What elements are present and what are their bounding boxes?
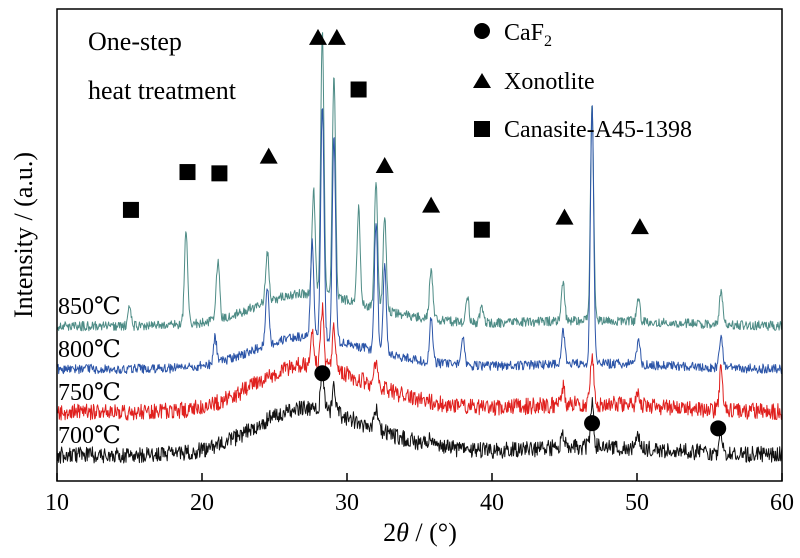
curve-label-800: 800℃ — [58, 337, 121, 363]
legend-label-caf2: CaF2 — [504, 20, 552, 50]
x-tick-label-40: 40 — [480, 490, 504, 516]
legend-label-canasite: Canasite-A45-1398 — [504, 117, 692, 143]
markers-layer — [122, 28, 727, 437]
legend: CaF2 Xonotlite Canasite-A45-1398 — [473, 20, 692, 143]
curves-layer — [56, 32, 783, 464]
curve-label-700: 700℃ — [58, 423, 121, 449]
curve-label-750: 750℃ — [58, 380, 121, 406]
square-marker-11 — [179, 164, 196, 181]
legend-square-icon — [474, 121, 490, 137]
x-tick-label-10: 10 — [45, 490, 69, 516]
circle-marker-1 — [584, 415, 601, 432]
x-tick-label-50: 50 — [625, 490, 649, 516]
triangle-marker-5 — [259, 147, 278, 164]
x-tick-label-30: 30 — [335, 490, 359, 516]
square-marker-14 — [473, 221, 490, 238]
circle-marker-2 — [710, 420, 727, 437]
x-axis-title: 2θ / (°) — [383, 518, 457, 547]
legend-circle-icon — [474, 23, 490, 39]
annotation-line-1: One-step — [88, 27, 182, 56]
series-line-800 — [56, 105, 783, 375]
triangle-marker-4 — [327, 28, 346, 45]
curve-label-850: 850℃ — [58, 294, 121, 320]
curve-labels: 850℃ 800℃ 750℃ 700℃ — [58, 294, 121, 449]
triangle-marker-3 — [309, 28, 327, 45]
plot-frame — [56, 8, 783, 482]
circle-marker-0 — [314, 365, 331, 382]
series-line-750 — [56, 302, 783, 421]
square-marker-12 — [211, 165, 228, 182]
x-ticks: 10 20 30 40 50 60 — [45, 473, 794, 516]
triangle-marker-8 — [555, 208, 574, 225]
x-tick-label-60: 60 — [770, 490, 794, 516]
square-marker-13 — [122, 201, 139, 218]
triangle-marker-9 — [630, 218, 649, 235]
triangle-marker-7 — [422, 196, 441, 213]
legend-triangle-icon — [473, 73, 491, 88]
square-marker-10 — [350, 81, 367, 98]
x-tick-label-20: 20 — [190, 490, 214, 516]
series-line-850 — [56, 32, 783, 332]
y-axis-title: Intensity / (a.u.) — [9, 152, 38, 318]
series-line-700 — [56, 367, 783, 464]
annotation-line-2: heat treatment — [88, 76, 237, 105]
triangle-marker-6 — [375, 157, 394, 174]
legend-label-xonotlite: Xonotlite — [504, 69, 595, 95]
